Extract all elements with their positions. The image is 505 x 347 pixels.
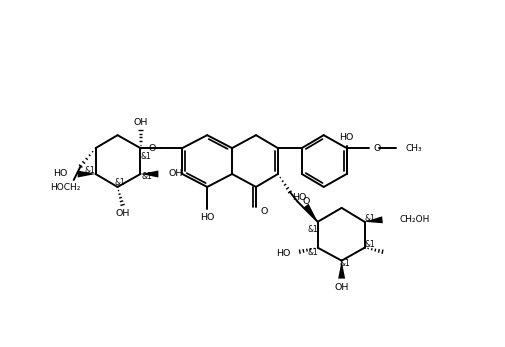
Text: HO: HO <box>199 213 214 222</box>
Text: &1: &1 <box>114 178 125 187</box>
Text: HOCH₂: HOCH₂ <box>50 184 81 193</box>
Text: HO: HO <box>276 249 290 258</box>
Text: CH₂OH: CH₂OH <box>398 215 429 224</box>
Text: OH: OH <box>168 169 182 178</box>
Text: &1: &1 <box>141 172 152 181</box>
Polygon shape <box>364 216 382 223</box>
Text: &1: &1 <box>364 214 374 223</box>
Polygon shape <box>302 204 317 222</box>
Text: CH₃: CH₃ <box>405 144 421 153</box>
Text: HO: HO <box>339 133 353 142</box>
Text: OH: OH <box>334 283 348 292</box>
Text: OH: OH <box>115 209 129 218</box>
Text: &1: &1 <box>338 259 349 268</box>
Text: O: O <box>148 144 155 153</box>
Text: O: O <box>373 144 380 153</box>
Polygon shape <box>78 170 95 177</box>
Text: &1: &1 <box>84 166 95 175</box>
Text: O: O <box>260 208 267 216</box>
Text: &1: &1 <box>307 225 318 234</box>
Polygon shape <box>140 170 158 177</box>
Text: HO: HO <box>53 169 68 178</box>
Text: &1: &1 <box>364 240 374 249</box>
Text: OH: OH <box>133 118 147 127</box>
Text: HO: HO <box>292 193 307 202</box>
Polygon shape <box>337 261 344 279</box>
Text: O: O <box>302 197 310 206</box>
Text: &1: &1 <box>140 152 150 161</box>
Text: &1: &1 <box>307 248 318 257</box>
